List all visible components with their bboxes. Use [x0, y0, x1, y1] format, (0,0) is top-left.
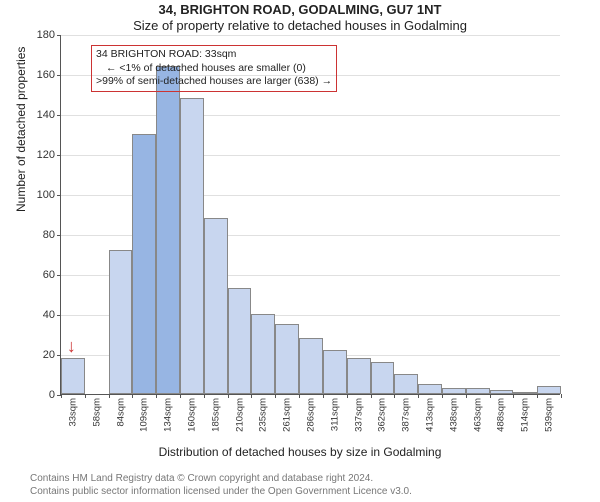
x-tick-mark	[490, 394, 491, 398]
histogram-bar	[394, 374, 418, 394]
histogram-bar	[156, 66, 180, 394]
y-tick-mark	[57, 75, 61, 76]
histogram-bar	[371, 362, 395, 394]
x-tick-label: 134sqm	[163, 398, 174, 432]
annotation-line: 34 BRIGHTON ROAD: 33sqm	[96, 48, 332, 62]
x-tick-label: 463sqm	[472, 398, 483, 432]
histogram-bar	[418, 384, 442, 394]
x-tick-mark	[204, 394, 205, 398]
x-tick-label: 261sqm	[282, 398, 293, 432]
histogram-bar	[537, 386, 561, 394]
page-subtitle: Size of property relative to detached ho…	[0, 18, 600, 33]
y-tick-label: 180	[25, 29, 61, 41]
y-tick-label: 0	[25, 389, 61, 401]
annotation-box: 34 BRIGHTON ROAD: 33sqm← <1% of detached…	[91, 45, 337, 92]
x-tick-label: 311sqm	[329, 398, 340, 431]
y-tick-mark	[57, 235, 61, 236]
x-tick-mark	[561, 394, 562, 398]
histogram-bar	[204, 218, 228, 394]
x-tick-label: 210sqm	[234, 398, 245, 432]
histogram-bar	[513, 392, 537, 394]
x-tick-mark	[228, 394, 229, 398]
footer-attribution: Contains HM Land Registry data © Crown c…	[30, 473, 412, 498]
x-tick-mark	[251, 394, 252, 398]
y-tick-mark	[57, 275, 61, 276]
x-tick-mark	[299, 394, 300, 398]
x-tick-mark	[513, 394, 514, 398]
histogram-bar	[323, 350, 347, 394]
x-tick-mark	[180, 394, 181, 398]
x-tick-mark	[156, 394, 157, 398]
histogram-bar	[347, 358, 371, 394]
x-tick-label: 539sqm	[544, 398, 555, 432]
histogram-bar	[251, 314, 275, 394]
x-tick-mark	[418, 394, 419, 398]
gridline	[61, 115, 560, 116]
histogram-bar	[61, 358, 85, 394]
y-tick-label: 140	[25, 109, 61, 121]
histogram-bar	[466, 388, 490, 394]
x-tick-label: 362sqm	[377, 398, 388, 432]
x-tick-label: 235sqm	[258, 398, 269, 432]
x-tick-mark	[85, 394, 86, 398]
y-tick-label: 120	[25, 149, 61, 161]
x-tick-label: 58sqm	[91, 398, 102, 427]
histogram-bar	[132, 134, 156, 394]
footer-line-1: Contains HM Land Registry data © Crown c…	[30, 473, 412, 486]
marker-arrow-icon: ↓	[67, 337, 76, 355]
y-tick-mark	[57, 315, 61, 316]
histogram-bar	[490, 390, 514, 394]
x-tick-mark	[109, 394, 110, 398]
x-tick-label: 185sqm	[210, 398, 221, 432]
x-tick-label: 387sqm	[401, 398, 412, 432]
x-tick-label: 514sqm	[520, 398, 531, 432]
y-tick-mark	[57, 115, 61, 116]
gridline	[61, 35, 560, 36]
chart-area: 02040608010012014016018033sqm58sqm84sqm1…	[60, 35, 560, 395]
page-title: 34, BRIGHTON ROAD, GODALMING, GU7 1NT	[0, 2, 600, 17]
x-tick-mark	[275, 394, 276, 398]
histogram-bar	[299, 338, 323, 394]
y-tick-label: 40	[25, 309, 61, 321]
x-tick-label: 109sqm	[139, 398, 150, 432]
annotation-line: ← <1% of detached houses are smaller (0)	[96, 62, 332, 76]
histogram-bar	[275, 324, 299, 394]
x-tick-label: 160sqm	[186, 398, 197, 432]
x-tick-label: 84sqm	[115, 398, 126, 427]
x-tick-mark	[347, 394, 348, 398]
x-tick-mark	[394, 394, 395, 398]
x-axis-label: Distribution of detached houses by size …	[0, 445, 600, 459]
histogram-bar	[180, 98, 204, 394]
y-tick-mark	[57, 35, 61, 36]
x-tick-mark	[132, 394, 133, 398]
x-tick-label: 286sqm	[306, 398, 317, 432]
x-tick-label: 337sqm	[353, 398, 364, 432]
x-tick-mark	[61, 394, 62, 398]
y-tick-label: 60	[25, 269, 61, 281]
y-tick-mark	[57, 195, 61, 196]
histogram-bar	[442, 388, 466, 394]
y-tick-label: 80	[25, 229, 61, 241]
y-tick-label: 100	[25, 189, 61, 201]
histogram-bar	[109, 250, 133, 394]
plot-area: 02040608010012014016018033sqm58sqm84sqm1…	[60, 35, 560, 395]
footer-line-2: Contains public sector information licen…	[30, 486, 412, 499]
y-tick-label: 160	[25, 69, 61, 81]
y-tick-label: 20	[25, 349, 61, 361]
x-tick-label: 33sqm	[67, 398, 78, 427]
x-tick-mark	[323, 394, 324, 398]
x-tick-mark	[466, 394, 467, 398]
x-tick-mark	[442, 394, 443, 398]
y-tick-mark	[57, 355, 61, 356]
annotation-line: >99% of semi-detached houses are larger …	[96, 75, 332, 89]
x-tick-mark	[537, 394, 538, 398]
x-tick-label: 488sqm	[496, 398, 507, 432]
y-tick-mark	[57, 155, 61, 156]
x-tick-mark	[371, 394, 372, 398]
histogram-bar	[228, 288, 252, 394]
x-tick-label: 438sqm	[448, 398, 459, 432]
x-tick-label: 413sqm	[425, 398, 436, 432]
